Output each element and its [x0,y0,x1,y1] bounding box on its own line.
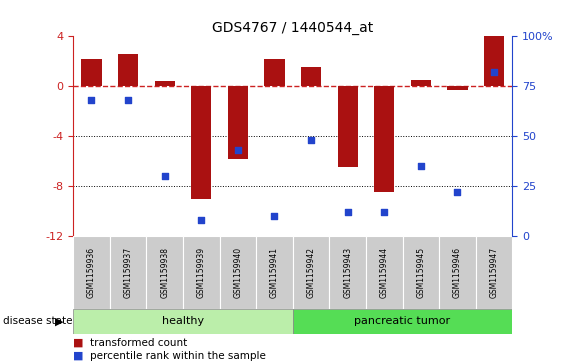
Point [160,173,169,179]
Bar [403,236,439,309]
Text: GSM1159941: GSM1159941 [270,247,279,298]
Bar [220,236,256,309]
Point [453,189,462,195]
Bar [256,236,293,309]
Bar [146,236,183,309]
Text: GSM1159936: GSM1159936 [87,247,96,298]
Point [123,97,133,103]
Bar [228,86,248,159]
Bar [476,236,512,309]
Text: GSM1159944: GSM1159944 [380,247,388,298]
Point [197,217,206,223]
Bar [411,80,431,86]
Bar [265,59,284,86]
Text: healthy: healthy [162,316,204,326]
Bar [73,236,110,309]
Bar [338,86,358,167]
Bar [82,59,101,86]
Bar [366,236,403,309]
Point [306,137,315,143]
Text: GSM1159937: GSM1159937 [124,247,132,298]
Point [270,213,279,219]
Text: ■: ■ [73,351,87,361]
Bar [155,81,175,86]
Text: ■: ■ [73,338,87,348]
Text: disease state: disease state [3,316,72,326]
Text: GSM1159943: GSM1159943 [343,247,352,298]
Text: GSM1159940: GSM1159940 [234,247,242,298]
Text: transformed count: transformed count [90,338,187,348]
Bar [110,236,146,309]
Bar [191,86,211,199]
Text: percentile rank within the sample: percentile rank within the sample [90,351,266,361]
Title: GDS4767 / 1440544_at: GDS4767 / 1440544_at [212,21,373,35]
Text: GSM1159939: GSM1159939 [197,247,205,298]
Bar [293,236,329,309]
Bar [293,309,512,334]
Text: GSM1159942: GSM1159942 [307,247,315,298]
Text: GSM1159945: GSM1159945 [417,247,425,298]
Bar [183,236,220,309]
Bar [329,236,366,309]
Bar [73,309,293,334]
Text: GSM1159947: GSM1159947 [490,247,498,298]
Bar [374,86,394,192]
Bar [118,54,138,86]
Point [234,147,243,153]
Text: GSM1159946: GSM1159946 [453,247,462,298]
Bar [301,68,321,86]
Point [489,69,499,75]
Point [379,209,388,215]
Point [417,163,426,169]
Point [343,209,352,215]
Bar [448,86,467,90]
Text: ▶: ▶ [55,316,64,326]
Text: GSM1159938: GSM1159938 [160,247,169,298]
Text: pancreatic tumor: pancreatic tumor [355,316,450,326]
Point [87,97,96,103]
Bar [484,36,504,86]
Bar [439,236,476,309]
